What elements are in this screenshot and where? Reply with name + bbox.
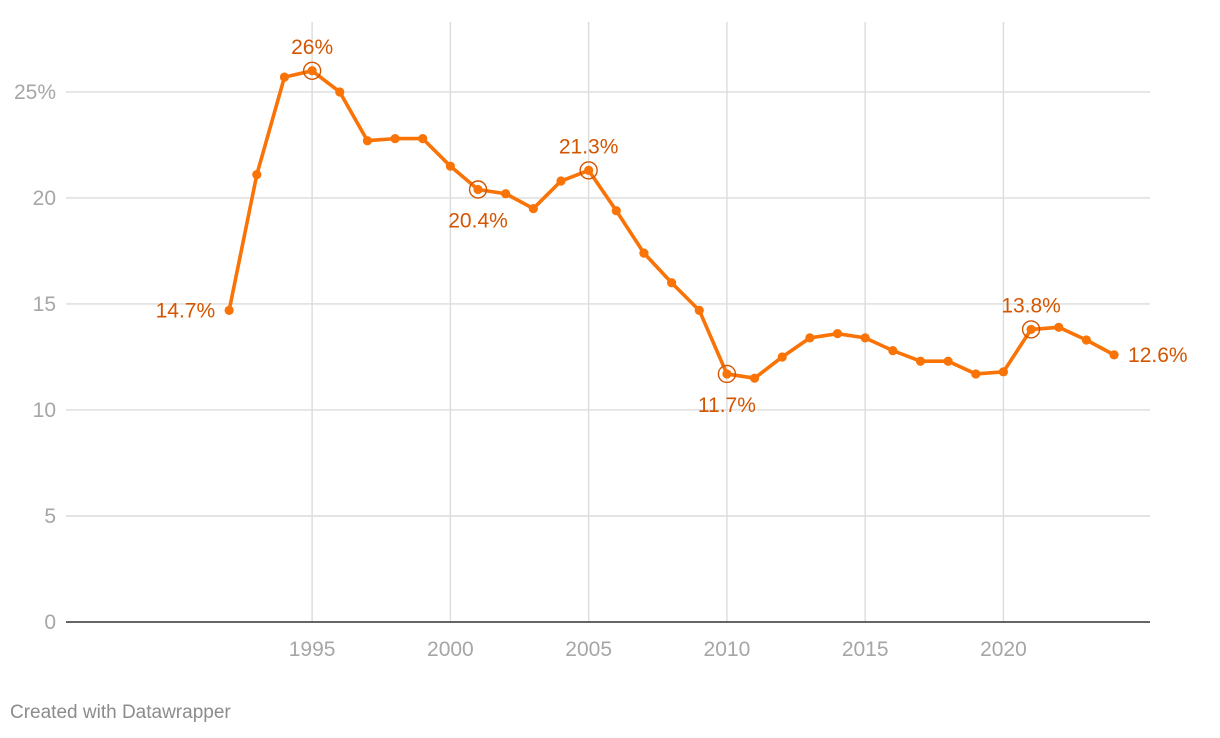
data-label-2001: 20.4% xyxy=(448,209,508,232)
data-point-2001 xyxy=(473,184,483,195)
data-label-1995: 26% xyxy=(291,36,333,59)
data-point-1999 xyxy=(418,134,428,144)
data-point-2012 xyxy=(777,352,787,362)
data-point-1998 xyxy=(390,134,400,144)
data-point-1995 xyxy=(307,66,317,76)
series-line-0 xyxy=(227,68,1116,380)
data-point-2017 xyxy=(915,356,926,366)
data-label-2021: 13.8% xyxy=(1001,294,1061,317)
data-point-2002 xyxy=(501,189,511,199)
data-point-2006 xyxy=(611,206,621,216)
data-point-2005 xyxy=(584,165,594,176)
data-point-2003 xyxy=(528,203,538,214)
data-label-2010: 11.7% xyxy=(698,394,756,417)
data-point-2004 xyxy=(556,176,566,186)
data-point-2011 xyxy=(749,373,760,383)
data-point-2014 xyxy=(832,329,843,339)
data-label-2005: 21.3% xyxy=(559,135,619,158)
datawrapper-credit: Created with Datawrapper xyxy=(10,702,231,723)
data-point-2023 xyxy=(1081,335,1091,345)
data-point-2008 xyxy=(667,278,677,288)
x-tick-label: 2000 xyxy=(427,638,474,661)
data-point-2022 xyxy=(1054,322,1064,332)
gridlines xyxy=(66,22,1150,622)
y-tick-label: 0 xyxy=(44,611,56,634)
y-tick-label: 25% xyxy=(14,81,56,104)
data-labels: 14.7% 26% 20.4% 21.3% 11.7% 13.8% 12.6% xyxy=(156,36,1188,417)
y-tick-label: 5 xyxy=(44,505,56,528)
data-point-2019 xyxy=(971,369,981,379)
data-point-2024 xyxy=(1109,350,1119,360)
highlight-ring-2005 xyxy=(579,161,598,180)
x-tick-label: 2005 xyxy=(565,638,612,661)
highlight-ring-2010 xyxy=(717,364,737,384)
highlight-ring-2001 xyxy=(468,180,488,199)
data-point-2009 xyxy=(694,305,704,315)
x-tick-label: 2010 xyxy=(704,638,751,661)
data-point-2021 xyxy=(1026,324,1036,335)
x-tick-label: 1995 xyxy=(289,638,336,661)
data-point-1992 xyxy=(224,305,234,315)
x-tick-label: 2020 xyxy=(980,638,1027,661)
data-point-2007 xyxy=(639,248,649,258)
data-point-2018 xyxy=(943,356,953,366)
data-point-2000 xyxy=(445,161,455,171)
data-point-1993 xyxy=(252,170,262,180)
data-point-2016 xyxy=(888,346,898,356)
y-tick-label: 15 xyxy=(33,293,56,316)
data-point-2020 xyxy=(998,367,1009,377)
data-label-2024: 12.6% xyxy=(1128,344,1188,367)
highlight-ring-2021 xyxy=(1021,320,1041,339)
y-tick-label: 10 xyxy=(33,399,56,422)
axes: 0 5 10 15 20 25% 1995 2000 2005 2010 2015 2020 xyxy=(14,81,1150,661)
data-point-1994 xyxy=(279,72,290,82)
data-point-2010 xyxy=(722,369,732,379)
data-point-1996 xyxy=(335,87,345,97)
data-point-2015 xyxy=(860,333,870,343)
data-series xyxy=(224,66,1119,383)
x-tick-label: 2015 xyxy=(842,638,889,661)
data-point-1997 xyxy=(362,136,373,146)
y-tick-label: 20 xyxy=(33,187,56,210)
data-label-1992: 14.7% xyxy=(156,299,216,322)
highlight-ring-1995 xyxy=(302,61,322,80)
data-point-2013 xyxy=(805,333,815,343)
